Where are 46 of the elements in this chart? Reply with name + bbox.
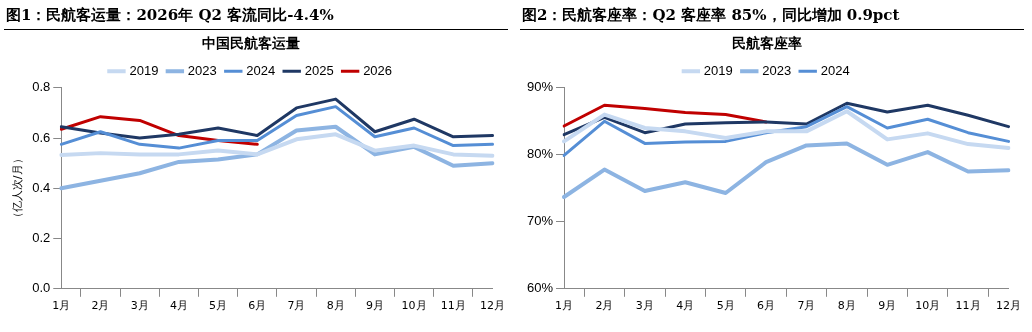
x-tick-label: 2月 (595, 299, 614, 313)
x-tick-label: 7月 (797, 299, 816, 313)
y-tick-label: 60% (526, 280, 554, 296)
y-tick-label: 80% (526, 146, 554, 162)
chart-subtitle: 中国民航客运量 (202, 35, 300, 52)
x-tick-label: 1月 (555, 299, 574, 313)
y-tick-label: 0.8 (32, 79, 51, 95)
x-tick-label: 3月 (130, 299, 149, 313)
legend-label: 2024 (820, 62, 850, 78)
x-tick-label: 4月 (676, 299, 695, 313)
x-tick-label: 4月 (169, 299, 188, 313)
x-tick-label: 5月 (716, 299, 735, 313)
y-tick-label: 0.2 (32, 230, 51, 246)
x-tick-label: 11月 (440, 299, 466, 313)
x-tick-label: 12月 (480, 299, 505, 313)
x-tick-label: 6月 (248, 299, 267, 313)
x-tick-label: 1月 (52, 299, 71, 313)
chart-title: 图1：民航客运量：2026年 Q2 客流同比-4.4% (4, 4, 508, 30)
y-tick-label: 0.6 (32, 129, 51, 145)
y-tick-label: 90% (526, 79, 554, 95)
y-axis-title: （亿人次/月） (11, 153, 25, 224)
x-tick-label: 9月 (878, 299, 897, 313)
x-tick-label: 8月 (837, 299, 856, 313)
x-tick-label: 8月 (326, 299, 345, 313)
legend-label: 2019 (129, 62, 159, 78)
legend-label: 2023 (187, 62, 217, 78)
x-tick-label: 7月 (287, 299, 306, 313)
y-tick-label: 0.0 (32, 280, 51, 296)
legend-label: 2019 (703, 62, 733, 78)
legend-label: 2026 (363, 62, 393, 78)
x-tick-label: 11月 (955, 299, 981, 313)
x-tick-label: 12月 (996, 299, 1021, 313)
y-tick-label: 0.4 (32, 179, 51, 195)
x-tick-label: 5月 (209, 299, 228, 313)
x-tick-label: 2月 (91, 299, 110, 313)
chart-title: 图2：民航客座率：Q2 客座率 85%，同比增加 0.9pct (520, 4, 1024, 30)
legend-label: 2024 (246, 62, 276, 78)
x-tick-label: 10月 (915, 299, 941, 313)
x-tick-label: 10月 (401, 299, 427, 313)
y-tick-label: 70% (526, 213, 554, 229)
x-tick-label: 6月 (757, 299, 776, 313)
x-tick-label: 9月 (365, 299, 384, 313)
chart-subtitle: 民航客座率 (732, 35, 802, 52)
legend-label: 2025 (304, 62, 334, 78)
x-tick-label: 3月 (635, 299, 654, 313)
legend-label: 2023 (762, 62, 792, 78)
